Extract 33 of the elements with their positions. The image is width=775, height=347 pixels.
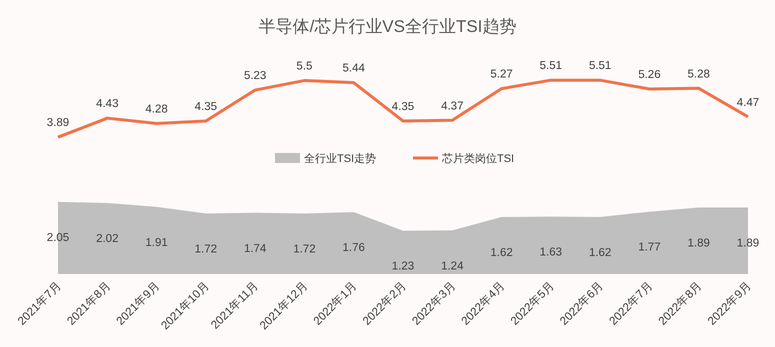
data-label: 1.72 (293, 244, 316, 256)
data-label: 4.43 (96, 98, 118, 110)
data-label: 4.28 (145, 103, 168, 116)
data-label: 1.72 (194, 244, 218, 256)
data-label: 1.62 (490, 247, 513, 260)
data-label: 2.05 (46, 232, 70, 244)
data-label: 1.63 (540, 246, 562, 259)
data-label: 5.27 (490, 68, 513, 81)
data-label: 1.89 (736, 238, 760, 250)
data-label: 1.62 (588, 247, 612, 260)
data-label: 1.24 (441, 260, 464, 272)
data-label: 5.44 (342, 62, 366, 75)
data-label: 5.5 (296, 60, 312, 73)
data-label: 1.23 (392, 260, 414, 273)
data-label: 1.91 (145, 236, 168, 249)
data-label: 4.47 (736, 96, 760, 109)
data-label: 1.89 (688, 238, 710, 250)
data-label: 4.35 (194, 100, 218, 113)
data-label: 5.26 (638, 68, 661, 81)
legend-label: 芯片类岗位TSI (441, 152, 514, 165)
chart-title: 半导体/芯片行业VS全行业TSI趋势 (258, 17, 516, 36)
data-label: 2.02 (96, 232, 118, 245)
data-label: 4.35 (392, 100, 414, 113)
data-label: 5.51 (540, 60, 562, 72)
data-label: 4.37 (441, 100, 464, 112)
legend-label: 全行业TSI走势 (304, 152, 376, 165)
data-label: 1.76 (342, 242, 365, 254)
data-label: 3.89 (46, 117, 70, 130)
data-label: 5.28 (688, 68, 710, 80)
data-label: 1.77 (638, 242, 661, 254)
data-label: 5.23 (244, 70, 266, 82)
data-label: 5.51 (588, 60, 612, 72)
data-label: 1.74 (244, 242, 267, 255)
